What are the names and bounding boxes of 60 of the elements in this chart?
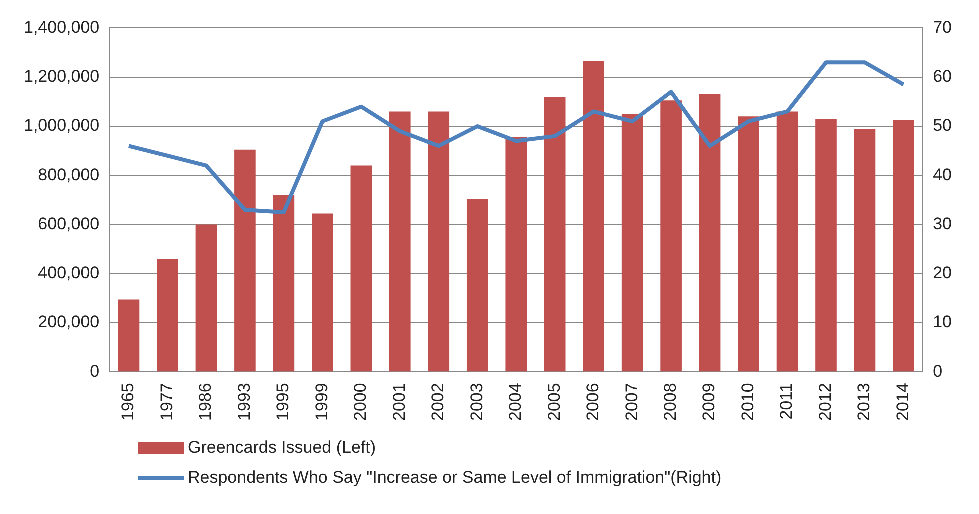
bar (816, 119, 837, 372)
x-tick-label: 2008 (660, 383, 680, 422)
x-tick-label: 1993 (234, 383, 254, 422)
y2-tick-label: 60 (933, 67, 952, 86)
legend-label: Greencards Issued (Left) (188, 438, 376, 458)
x-tick-label: 2003 (467, 383, 486, 422)
x-tick-label: 2012 (816, 383, 835, 422)
bar (390, 112, 411, 372)
bar (699, 94, 721, 372)
y-tick-label: 1,200,000 (24, 67, 100, 86)
bar (157, 259, 178, 372)
bar (312, 214, 334, 372)
x-tick-label: 2001 (390, 383, 409, 422)
x-tick-label: 1995 (274, 383, 293, 422)
bar (118, 300, 140, 372)
x-tick-label: 2013 (854, 383, 874, 422)
x-tick-label: 2005 (544, 383, 564, 422)
bar (544, 96, 566, 372)
bar (776, 112, 798, 372)
x-tick-label: 2011 (777, 383, 796, 420)
bar (854, 128, 876, 372)
y-tick-label: 800,000 (38, 165, 100, 184)
x-tick-label: 2004 (506, 383, 526, 422)
y2-tick-label: 0 (933, 362, 943, 381)
x-tick-label: 2000 (351, 383, 370, 422)
bar (196, 224, 218, 372)
x-tick-label: 2009 (700, 383, 719, 422)
y2-tick-label: 70 (933, 18, 952, 37)
bar (660, 100, 682, 372)
x-tick-label: 1977 (157, 383, 176, 422)
x-tick-label: 1986 (196, 383, 216, 422)
x-tick-label: 2007 (622, 383, 642, 422)
y-tick-label: 600,000 (38, 214, 100, 234)
bar (583, 61, 604, 372)
y2-tick-label: 40 (933, 165, 952, 184)
bar (466, 198, 488, 372)
bar (622, 114, 644, 372)
bar (234, 150, 256, 372)
legend-label: Respondents Who Say "Increase or Same Level of Immigration"(Right) (188, 468, 722, 488)
y2-tick-label: 20 (933, 264, 952, 283)
y2-tick-label: 30 (933, 214, 952, 234)
x-tick-label: 2006 (584, 383, 603, 422)
y-tick-label: 1,400,000 (24, 18, 100, 37)
y2-tick-label: 50 (933, 116, 952, 136)
y-tick-label: 1,000,000 (24, 116, 100, 136)
bar (428, 112, 450, 372)
y-tick-label: 200,000 (38, 312, 100, 332)
x-tick-label: 1999 (312, 383, 332, 422)
bar (350, 166, 372, 372)
y-tick-label: 0 (90, 362, 100, 381)
x-tick-label: 2002 (428, 383, 448, 422)
bar (506, 138, 528, 372)
bar (273, 195, 295, 372)
y2-tick-label: 10 (933, 312, 952, 332)
bar (893, 120, 914, 372)
x-tick-label: 2014 (893, 383, 912, 422)
x-tick-label: 2010 (738, 383, 758, 422)
x-tick-label: 1965 (118, 383, 138, 422)
bar (738, 116, 760, 372)
y-tick-label: 400,000 (38, 264, 100, 283)
